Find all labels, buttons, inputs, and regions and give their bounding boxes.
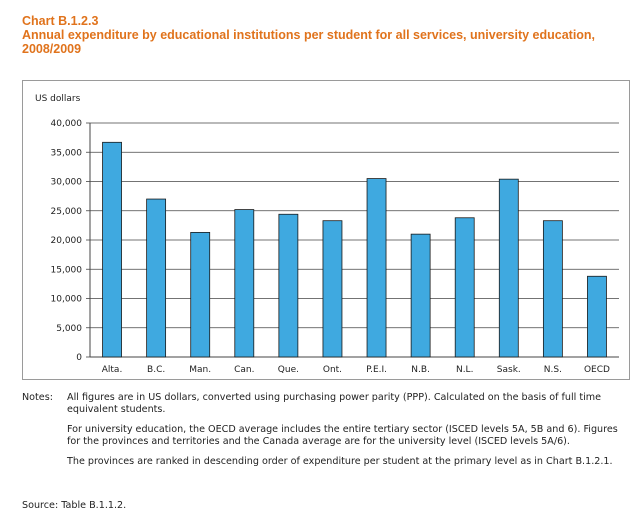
- y-axis-title: US dollars: [35, 94, 81, 104]
- note-2: For university education, the OECD avera…: [67, 424, 618, 447]
- x-tick-label: B.C.: [147, 365, 165, 375]
- bar-sask: [498, 178, 519, 358]
- notes-label: Notes:: [22, 392, 53, 403]
- x-tick-label: N.L.: [456, 365, 473, 375]
- bar-alta: [102, 141, 122, 358]
- bar-ns: [542, 220, 563, 358]
- x-tick-label: OECD: [584, 365, 610, 375]
- notes-section: Notes: All figures are in US dollars, co…: [22, 392, 632, 468]
- bar-oecd: [587, 275, 607, 358]
- bar-bc: [146, 198, 167, 358]
- y-tick-label: 30,000: [51, 178, 83, 188]
- x-tick-label: Que.: [278, 365, 299, 375]
- bar-nb: [410, 233, 431, 358]
- x-tick-label: N.B.: [411, 365, 430, 375]
- x-tick-label: Man.: [189, 365, 211, 375]
- note-3: The provinces are ranked in descending o…: [67, 456, 613, 467]
- source-note: Source: Table B.1.1.2.: [22, 500, 127, 511]
- bar-chart: US dollars 0 5,000 10,000 15,000 20,000 25,000…: [35, 94, 619, 375]
- bar-man: [190, 231, 211, 358]
- y-tick-label: 0: [76, 353, 82, 363]
- chart-frame: US dollars 0 5,000 10,000 15,000 20,000 25,000…: [22, 80, 630, 380]
- x-tick-label: P.E.I.: [366, 365, 387, 375]
- bar-can: [234, 209, 255, 358]
- x-tick-label: Alta.: [102, 365, 123, 375]
- y-tick-label: 40,000: [51, 119, 83, 129]
- y-tick-label: 35,000: [51, 148, 83, 158]
- y-tick-label: 15,000: [51, 265, 83, 275]
- note-1: All figures are in US dollars, converted…: [67, 392, 602, 415]
- x-tick-label: Sask.: [497, 365, 521, 375]
- x-tick-label: Ont.: [323, 365, 342, 375]
- x-tick-label: N.S.: [544, 365, 562, 375]
- y-tick-label: 20,000: [51, 236, 83, 246]
- bar-pei: [366, 178, 387, 358]
- y-tick-label: 5,000: [56, 324, 82, 334]
- chart-title: Annual expenditure by educational instit…: [22, 28, 596, 56]
- bar-que: [278, 213, 299, 358]
- y-tick-label: 10,000: [51, 295, 83, 305]
- bar-nl: [454, 217, 475, 358]
- y-tick-label: 25,000: [51, 207, 83, 217]
- bar-ont: [322, 220, 343, 358]
- chart-number: Chart B.1.2.3: [22, 14, 99, 28]
- x-tick-label: Can.: [234, 365, 254, 375]
